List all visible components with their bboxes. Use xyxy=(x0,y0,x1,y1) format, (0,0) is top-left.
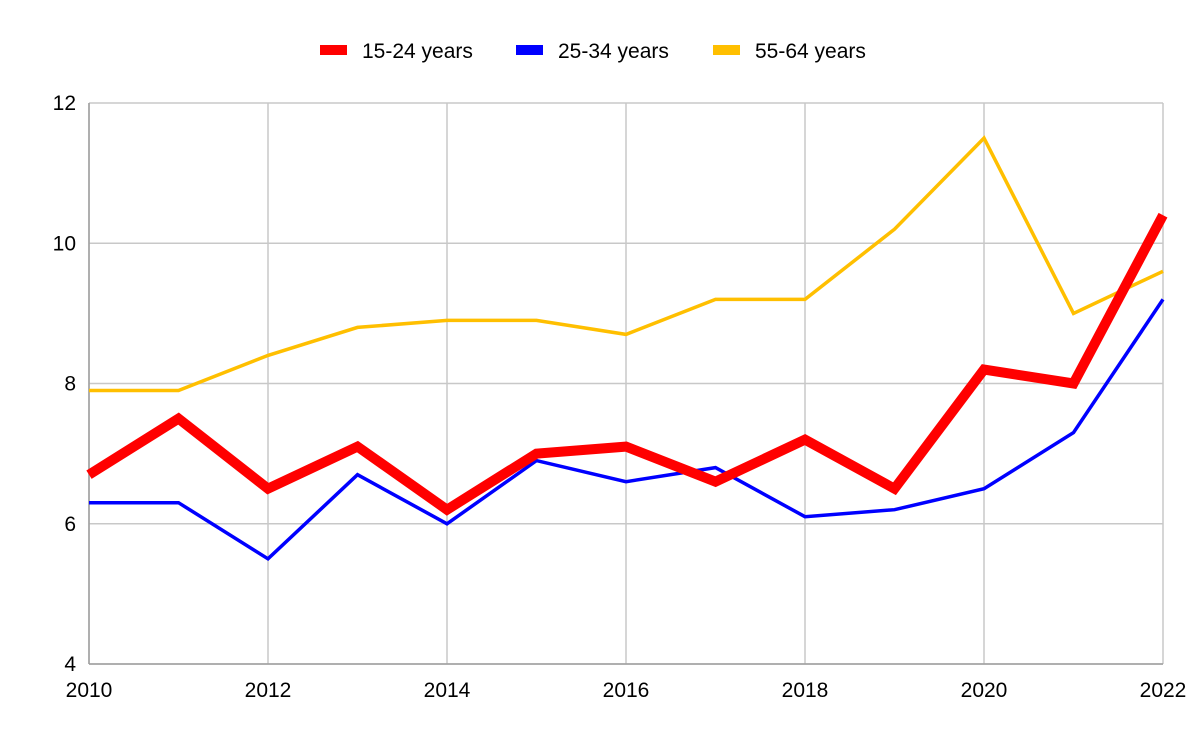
x-tick-label: 2022 xyxy=(1140,679,1187,702)
y-tick-label: 10 xyxy=(53,232,76,255)
x-tick-label: 2012 xyxy=(245,679,292,702)
x-tick-label: 2010 xyxy=(66,679,113,702)
legend-swatch xyxy=(516,45,543,55)
legend: 15-24 years 25-34 years 55-64 years xyxy=(320,40,866,63)
legend-item: 55-64 years xyxy=(713,40,866,63)
series-line-2 xyxy=(89,298,1165,561)
legend-item: 25-34 years xyxy=(516,40,669,63)
grid xyxy=(88,102,1164,665)
series-line-1 xyxy=(86,212,1168,516)
x-tick-label: 2020 xyxy=(961,679,1008,702)
x-tick-label: 2018 xyxy=(782,679,829,702)
legend-swatch xyxy=(713,45,740,55)
legend-swatch xyxy=(320,45,347,55)
y-tick-label: 4 xyxy=(64,653,76,676)
legend-label: 55-64 years xyxy=(755,40,866,63)
series-lines xyxy=(86,135,1168,561)
x-tick-label: 2016 xyxy=(603,679,650,702)
legend-label: 15-24 years xyxy=(362,40,473,63)
series-line-3 xyxy=(89,135,1164,393)
axis-ticks: 4 6 8 10 12 2010 2012 2014 2016 2018 2020 2022 xyxy=(53,92,1187,702)
legend-item: 15-24 years xyxy=(320,40,473,63)
y-tick-label: 6 xyxy=(64,513,76,536)
y-tick-label: 8 xyxy=(64,373,76,396)
legend-label: 25-34 years xyxy=(558,40,669,63)
y-tick-label: 12 xyxy=(53,92,76,115)
x-tick-label: 2014 xyxy=(424,679,471,702)
